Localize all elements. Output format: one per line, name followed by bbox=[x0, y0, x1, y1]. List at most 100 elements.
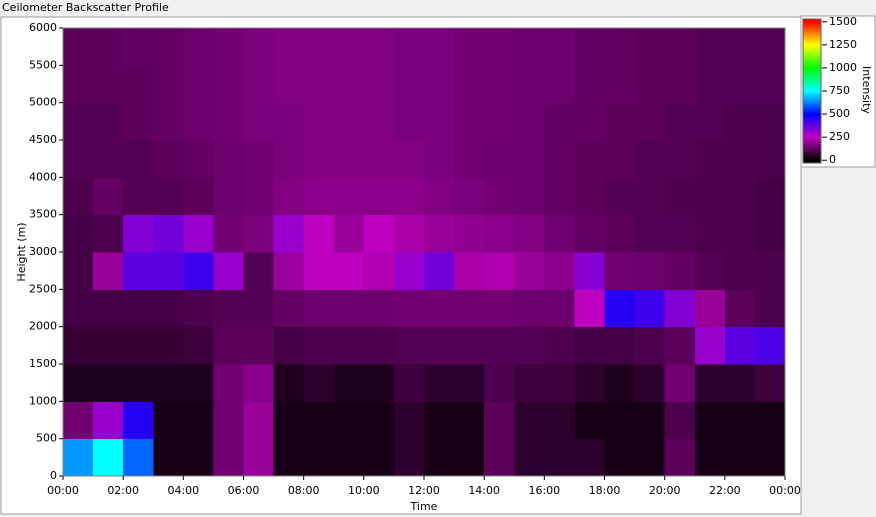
heatmap-cell bbox=[93, 401, 124, 440]
heatmap-cell bbox=[393, 401, 425, 440]
heatmap-cell bbox=[664, 438, 696, 477]
heatmap-cell bbox=[393, 326, 425, 365]
heatmap-cell bbox=[333, 364, 365, 402]
heatmap-cell bbox=[694, 65, 726, 104]
heatmap-cell bbox=[694, 214, 726, 253]
heatmap-cell bbox=[424, 102, 455, 141]
heatmap-cell bbox=[604, 326, 636, 365]
heatmap-cell bbox=[424, 65, 455, 104]
heatmap-cell bbox=[664, 177, 696, 216]
heatmap-cell bbox=[303, 401, 335, 440]
heatmap-cell bbox=[424, 364, 455, 402]
heatmap-cell bbox=[123, 102, 154, 141]
heatmap-cell bbox=[243, 65, 275, 104]
heatmap-cell bbox=[664, 102, 696, 141]
y-tick-label: 4500 bbox=[29, 133, 57, 146]
heatmap-cell bbox=[484, 140, 515, 178]
heatmap-cell bbox=[123, 214, 154, 253]
heatmap-cell bbox=[514, 214, 545, 253]
heatmap-cell bbox=[514, 177, 545, 216]
x-tick-label: 00:00 bbox=[769, 484, 801, 497]
heatmap-cell bbox=[93, 177, 124, 216]
heatmap-cell bbox=[664, 252, 696, 290]
heatmap-cell bbox=[544, 214, 575, 253]
heatmap-cell bbox=[153, 140, 184, 178]
heatmap-cell bbox=[604, 102, 636, 141]
heatmap-cell bbox=[634, 401, 666, 440]
heatmap-cell bbox=[213, 102, 244, 141]
colorbar-label: Intensity bbox=[860, 66, 873, 114]
heatmap-cell bbox=[183, 438, 214, 477]
heatmap-cell bbox=[213, 140, 244, 178]
heatmap-cell bbox=[544, 289, 575, 328]
x-tick-label: 00:00 bbox=[47, 484, 79, 497]
heatmap-cell bbox=[634, 289, 666, 328]
colorbar-tick-label: 0 bbox=[829, 153, 836, 166]
heatmap-cell bbox=[273, 401, 305, 440]
heatmap-cell bbox=[183, 65, 214, 104]
heatmap-cell bbox=[574, 140, 605, 178]
x-tick-label: 02:00 bbox=[107, 484, 139, 497]
heatmap-cell bbox=[544, 326, 575, 365]
heatmap-cell bbox=[393, 438, 425, 477]
heatmap-cell bbox=[273, 214, 305, 253]
heatmap-cell bbox=[183, 364, 214, 402]
heatmap-cell bbox=[664, 28, 696, 66]
heatmap-cell bbox=[303, 177, 335, 216]
heatmap-cell bbox=[424, 252, 455, 290]
colorbar-tick-label: 500 bbox=[829, 107, 850, 120]
heatmap-cell bbox=[273, 177, 305, 216]
heatmap-cell bbox=[544, 28, 575, 66]
x-tick-label: 04:00 bbox=[167, 484, 199, 497]
heatmap-cell bbox=[123, 289, 154, 328]
heatmap-cell bbox=[724, 401, 756, 440]
heatmap-cell bbox=[123, 65, 154, 104]
heatmap-cell bbox=[724, 102, 756, 141]
heatmap-cell bbox=[694, 177, 726, 216]
heatmap-cell bbox=[93, 140, 124, 178]
heatmap-cell bbox=[634, 177, 666, 216]
heatmap-cell bbox=[574, 289, 605, 328]
heatmap-cell bbox=[454, 364, 485, 402]
heatmap-cell bbox=[664, 326, 696, 365]
heatmap-cell bbox=[153, 252, 184, 290]
heatmap-cell bbox=[634, 252, 666, 290]
heatmap-cell bbox=[303, 140, 335, 178]
heatmap-cell bbox=[333, 326, 365, 365]
heatmap-cell bbox=[393, 28, 425, 66]
heatmap-cell bbox=[213, 438, 244, 477]
heatmap-cell bbox=[484, 364, 515, 402]
heatmap-cell bbox=[664, 289, 696, 328]
heatmap-cell bbox=[63, 401, 94, 440]
heatmap-cell bbox=[393, 289, 425, 328]
heatmap-cell bbox=[393, 140, 425, 178]
heatmap-cell bbox=[273, 28, 305, 66]
x-tick-label: 06:00 bbox=[228, 484, 260, 497]
y-tick-label: 4000 bbox=[29, 170, 57, 183]
heatmap-cell bbox=[634, 102, 666, 141]
y-tick-label: 2500 bbox=[29, 282, 57, 295]
heatmap-cell bbox=[514, 401, 545, 440]
heatmap-cell bbox=[724, 289, 756, 328]
heatmap-cell bbox=[303, 326, 335, 365]
heatmap-cell bbox=[363, 28, 395, 66]
colorbar-tick-label: 1500 bbox=[829, 15, 857, 28]
heatmap-cell bbox=[153, 326, 184, 365]
heatmap-cell bbox=[243, 438, 275, 477]
heatmap-cell bbox=[454, 289, 485, 328]
heatmap-cell bbox=[363, 65, 395, 104]
heatmap-cell bbox=[424, 289, 455, 328]
heatmap-cell bbox=[484, 289, 515, 328]
heatmap-cell bbox=[333, 177, 365, 216]
heatmap-cell bbox=[303, 364, 335, 402]
heatmap-cell bbox=[63, 140, 94, 178]
heatmap-cell bbox=[243, 401, 275, 440]
heatmap-cell bbox=[604, 289, 636, 328]
heatmap-cell bbox=[754, 65, 786, 104]
heatmap-cell bbox=[484, 438, 515, 477]
heatmap-cell bbox=[514, 102, 545, 141]
heatmap-cell bbox=[634, 364, 666, 402]
heatmap-cell bbox=[363, 177, 395, 216]
heatmap-cell bbox=[213, 177, 244, 216]
heatmap-cell bbox=[153, 364, 184, 402]
